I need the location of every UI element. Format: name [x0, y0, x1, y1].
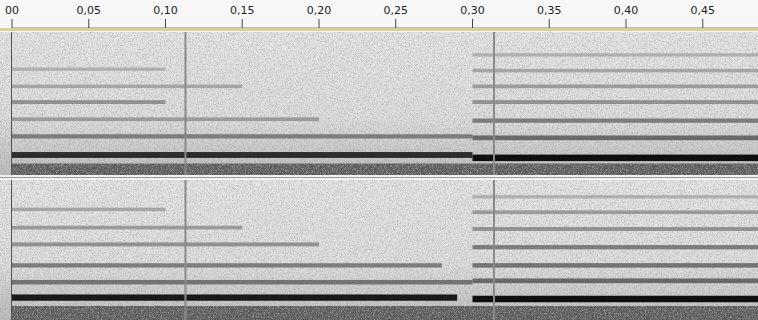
- harmonic-band: [12, 117, 319, 121]
- harmonic-band: [472, 263, 758, 268]
- panel-speckle: [0, 32, 758, 175]
- x-tick: [242, 19, 243, 28]
- x-tick-label: 0,10: [153, 4, 178, 17]
- harmonic-band: [12, 280, 472, 285]
- harmonic-band: [472, 227, 758, 231]
- harmonic-band: [12, 226, 242, 230]
- noise-floor: [12, 164, 758, 175]
- harmonic-band: [472, 53, 758, 56]
- harmonic-band: [12, 68, 165, 71]
- panel-left-edge: [11, 180, 12, 320]
- noise-floor-texture: [12, 306, 758, 320]
- harmonic-band: [12, 263, 442, 267]
- channel-separator: [0, 175, 758, 180]
- noise-floor: [12, 306, 758, 320]
- transient: [493, 32, 495, 175]
- harmonic-band: [12, 134, 472, 138]
- harmonic-band: [472, 69, 758, 73]
- x-tick-label: 0,40: [614, 4, 639, 17]
- x-tick-label: 0,30: [460, 4, 485, 17]
- x-tick: [165, 19, 166, 28]
- x-tick: [472, 19, 473, 28]
- harmonic-band: [472, 135, 758, 140]
- x-tick-label: 0,45: [690, 4, 715, 17]
- channel-separator-line: [0, 177, 758, 178]
- harmonic-band: [12, 208, 165, 212]
- x-tick-label: 0,15: [230, 4, 255, 17]
- x-axis-line: [12, 27, 758, 28]
- harmonic-band: [472, 155, 758, 162]
- harmonic-band: [472, 84, 758, 88]
- panel-background: [0, 32, 758, 175]
- panel-left-edge: [11, 32, 12, 175]
- harmonic-band: [472, 100, 758, 104]
- harmonic-band: [472, 195, 758, 198]
- ruler-border: [0, 28, 758, 31]
- harmonic-band: [472, 296, 758, 303]
- panel-speckle: [0, 180, 758, 320]
- x-tick: [549, 19, 550, 28]
- channel-2: [12, 180, 758, 320]
- harmonic-band: [472, 278, 758, 283]
- harmonic-band: [12, 85, 242, 89]
- x-tick: [702, 19, 703, 28]
- x-tick-label: 0,20: [307, 4, 332, 17]
- ruler-background: [0, 0, 758, 28]
- panel-background: [0, 180, 758, 320]
- harmonic-band: [472, 119, 758, 123]
- harmonic-band: [12, 100, 165, 104]
- transient: [184, 32, 186, 175]
- x-tick: [395, 19, 396, 28]
- x-tick: [625, 19, 626, 28]
- transient: [493, 180, 495, 320]
- transient: [184, 180, 186, 320]
- harmonic-band: [12, 152, 472, 158]
- harmonic-band: [472, 210, 758, 214]
- x-tick: [12, 19, 13, 28]
- channel-1: [12, 32, 758, 175]
- harmonic-band: [472, 245, 758, 249]
- x-tick-label: 00: [5, 4, 19, 17]
- harmonic-band: [12, 242, 319, 246]
- spectrogram-view: 00 0,05 0,10 0,15 0,20 0,25 0,30 0,35 0,40 0,45: [0, 0, 758, 320]
- x-tick-label: 0,25: [383, 4, 408, 17]
- x-tick: [88, 19, 89, 28]
- panel-shade: [0, 180, 758, 320]
- harmonic-band: [12, 294, 457, 300]
- x-tick: [318, 19, 319, 28]
- x-tick-label: 0,35: [537, 4, 562, 17]
- panel-shade: [0, 32, 758, 175]
- x-tick-label: 0,05: [76, 4, 101, 17]
- noise-floor-texture: [12, 164, 758, 175]
